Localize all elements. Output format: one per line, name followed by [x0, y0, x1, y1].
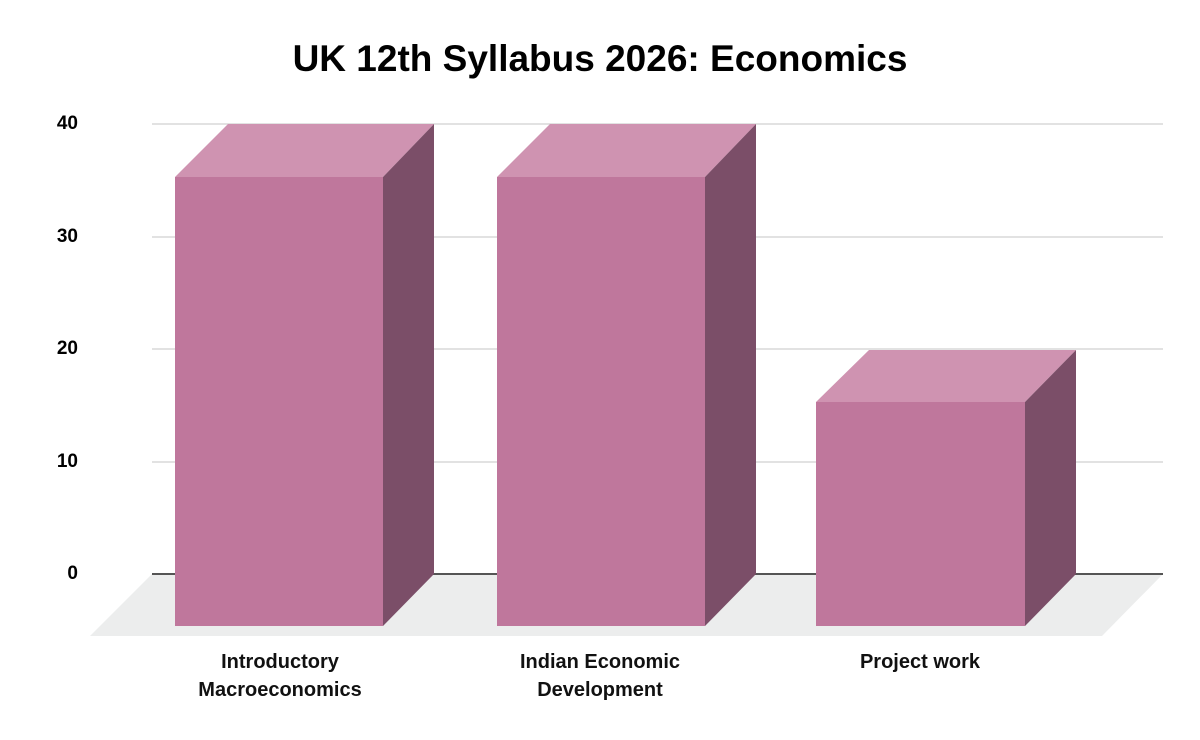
x-label-line: Project work [859, 651, 981, 673]
y-tick-30: 30 [56, 226, 78, 247]
y-tick-40: 40 [56, 113, 78, 134]
x-label-introductory-macroeconomics: Introductory Macroeconomics [150, 648, 410, 704]
x-label-line: Introductory [221, 651, 339, 673]
x-label-project-work: Project work [790, 648, 1050, 676]
x-label-line: Indian Economic [519, 651, 681, 673]
bar-project-work[interactable] [816, 350, 1076, 626]
y-tick-20: 20 [56, 338, 78, 359]
bar-introductory-macroeconomics[interactable] [175, 124, 434, 626]
bar-indian-economic-development[interactable] [497, 124, 756, 626]
y-tick-0: 0 [67, 563, 78, 584]
x-label-line: Macroeconomics [198, 679, 362, 701]
x-label-line: Development [537, 679, 663, 701]
y-tick-10: 10 [56, 451, 78, 472]
x-label-indian-economic-development: Indian Economic Development [470, 648, 730, 704]
chart-title: UK 12th Syllabus 2026: Economics [292, 38, 908, 79]
